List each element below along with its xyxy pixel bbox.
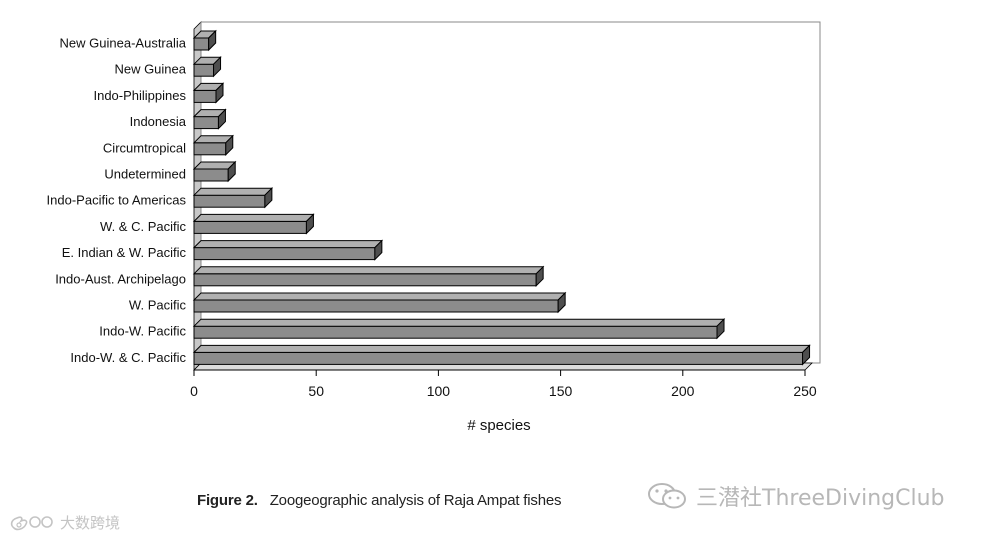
category-label: Indo-W. Pacific [99,324,186,339]
bar-front [193,194,266,208]
wechat-watermark-text: 三潜社ThreeDivingClub [696,486,945,511]
bar-side [535,265,544,288]
bar-top [192,187,274,196]
bar-side [225,134,234,157]
bar [192,291,567,314]
weibo-icon [8,513,56,533]
bar-side [802,344,811,366]
x-axis-title: # species [467,417,530,434]
bar [192,160,237,183]
bar-front [193,299,559,313]
bar-top [192,318,726,327]
bar [192,265,545,288]
bar [192,29,217,52]
bar-front [193,273,537,287]
category-label: Indo-W. & C. Pacific [70,350,186,365]
x-tick-label: 250 [793,383,817,399]
x-tick-label: 150 [549,383,573,399]
figure-caption: Figure 2. Zoogeographic analysis of Raja … [197,492,561,509]
bar-top [192,292,567,301]
weibo-watermark: 大数跨境 [8,512,120,533]
bar [192,317,726,340]
category-label: New Guinea-Australia [60,36,187,51]
bar-side [374,239,383,261]
bar-front [193,89,217,103]
bar-side [716,317,725,340]
x-tick-label: 100 [427,383,451,399]
bar [192,108,227,130]
figure-label: Figure 2. [197,492,258,509]
wechat-watermark: 三潜社ThreeDivingClub [646,480,945,512]
bar [192,82,225,104]
category-labels: New Guinea-Australia New Guinea Indo-Phili… [47,36,187,365]
x-axis: 0 50 100 150 200 250 [190,369,817,399]
bar-front [193,168,229,182]
bar-side [208,29,217,52]
bar-side [305,213,314,235]
x-tick-label: 0 [190,383,198,399]
x-tick-label: 50 [308,383,324,399]
figure-caption-text: Zoogeographic analysis of Raja Ampat fis… [269,492,562,509]
bar-top [192,266,545,275]
bar-front [193,37,210,51]
wechat-icon [646,481,690,511]
category-label: W. & C. Pacific [100,219,186,234]
bar-front [193,220,307,234]
bar [192,213,315,235]
bar-side [217,108,226,130]
plot-frame [193,21,821,371]
category-label: Circumtropical [103,140,186,155]
bars-group [192,29,811,366]
x-tick-label: 200 [671,383,695,399]
bar-front [193,142,227,156]
category-label: New Guinea [114,62,186,77]
weibo-watermark-text: 大数跨境 [60,514,121,532]
bar [192,55,222,78]
category-label: Indo-Pacific to Americas [47,193,187,208]
bar-side [213,55,222,78]
bar-front [193,116,219,130]
category-label: Indo-Philippines [93,88,186,103]
bar [192,239,384,261]
bar [192,134,234,157]
bar-front [193,247,376,261]
category-label: Indo-Aust. Archipelago [55,271,186,286]
category-label: W. Pacific [129,298,187,313]
bar-side [264,186,273,209]
bar-top [192,213,315,222]
category-label: Undetermined [104,167,186,182]
bar-top [192,240,384,249]
bar [192,186,274,209]
bar-front [193,63,215,77]
bar-side [227,160,236,183]
bar-front [193,351,804,365]
bar [192,344,811,366]
bar-top [192,344,811,353]
category-label: E. Indian & W. Pacific [62,245,187,260]
bar-side [557,291,566,314]
bar-side [215,82,224,104]
bar-front [193,325,718,339]
category-label: Indonesia [130,114,187,129]
